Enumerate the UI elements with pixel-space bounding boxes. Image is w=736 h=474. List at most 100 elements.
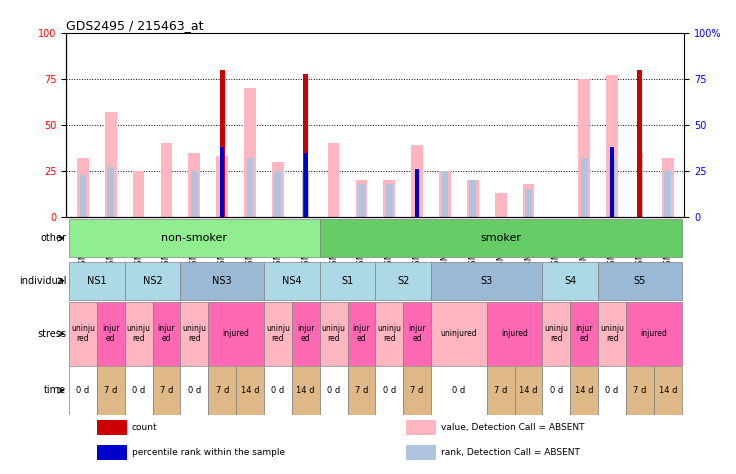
Text: individual: individual bbox=[18, 276, 66, 286]
Bar bbox=[220, 147, 224, 217]
FancyBboxPatch shape bbox=[152, 302, 180, 365]
FancyBboxPatch shape bbox=[626, 302, 682, 365]
FancyBboxPatch shape bbox=[69, 219, 319, 257]
Bar bbox=[328, 144, 339, 217]
Text: 14 d: 14 d bbox=[659, 386, 677, 395]
Text: uninju
red: uninju red bbox=[600, 324, 624, 343]
Text: 7 d: 7 d bbox=[355, 386, 368, 395]
Bar bbox=[525, 190, 532, 217]
Bar bbox=[77, 158, 89, 217]
Text: uninjured: uninjured bbox=[441, 329, 477, 338]
FancyBboxPatch shape bbox=[403, 365, 431, 415]
Text: NS2: NS2 bbox=[143, 276, 163, 286]
Bar bbox=[415, 169, 419, 217]
Bar bbox=[247, 158, 253, 217]
Text: time: time bbox=[44, 385, 66, 395]
Text: stress: stress bbox=[38, 328, 66, 339]
Text: uninju
red: uninju red bbox=[266, 324, 290, 343]
FancyBboxPatch shape bbox=[208, 302, 264, 365]
Bar bbox=[467, 180, 478, 217]
Text: uninju
red: uninju red bbox=[322, 324, 346, 343]
FancyBboxPatch shape bbox=[542, 365, 570, 415]
FancyBboxPatch shape bbox=[180, 262, 264, 300]
Bar bbox=[132, 171, 144, 217]
Bar bbox=[358, 184, 365, 217]
FancyBboxPatch shape bbox=[319, 219, 682, 257]
Text: 7 d: 7 d bbox=[216, 386, 229, 395]
FancyBboxPatch shape bbox=[319, 365, 347, 415]
Bar bbox=[662, 158, 673, 217]
Bar bbox=[304, 153, 308, 217]
Text: other: other bbox=[40, 233, 66, 243]
Bar bbox=[665, 171, 671, 217]
Text: 0 d: 0 d bbox=[188, 386, 201, 395]
Bar bbox=[581, 158, 587, 217]
Text: injured: injured bbox=[501, 329, 528, 338]
FancyBboxPatch shape bbox=[180, 365, 208, 415]
FancyBboxPatch shape bbox=[236, 365, 264, 415]
Text: 14 d: 14 d bbox=[520, 386, 538, 395]
Text: 0 d: 0 d bbox=[327, 386, 340, 395]
FancyBboxPatch shape bbox=[124, 365, 152, 415]
Text: 14 d: 14 d bbox=[575, 386, 593, 395]
Text: injured: injured bbox=[640, 329, 668, 338]
FancyBboxPatch shape bbox=[406, 445, 436, 460]
FancyBboxPatch shape bbox=[97, 445, 127, 460]
FancyBboxPatch shape bbox=[97, 302, 124, 365]
FancyBboxPatch shape bbox=[97, 420, 127, 435]
FancyBboxPatch shape bbox=[486, 302, 542, 365]
Text: 0 d: 0 d bbox=[550, 386, 563, 395]
FancyBboxPatch shape bbox=[375, 365, 403, 415]
FancyBboxPatch shape bbox=[598, 262, 682, 300]
FancyBboxPatch shape bbox=[180, 302, 208, 365]
Text: 7 d: 7 d bbox=[633, 386, 647, 395]
Text: S1: S1 bbox=[342, 276, 353, 286]
FancyBboxPatch shape bbox=[97, 365, 124, 415]
Text: uninju
red: uninju red bbox=[545, 324, 568, 343]
FancyBboxPatch shape bbox=[375, 302, 403, 365]
Text: S4: S4 bbox=[565, 276, 576, 286]
Text: value, Detection Call = ABSENT: value, Detection Call = ABSENT bbox=[441, 423, 584, 432]
Bar bbox=[107, 167, 114, 217]
Text: NS3: NS3 bbox=[213, 276, 232, 286]
FancyBboxPatch shape bbox=[291, 365, 319, 415]
Bar bbox=[442, 171, 448, 217]
FancyBboxPatch shape bbox=[208, 365, 236, 415]
FancyBboxPatch shape bbox=[431, 302, 486, 365]
Bar bbox=[355, 180, 367, 217]
Bar bbox=[637, 70, 643, 217]
Text: non-smoker: non-smoker bbox=[161, 233, 227, 243]
FancyBboxPatch shape bbox=[319, 262, 375, 300]
Text: smoker: smoker bbox=[480, 233, 521, 243]
Text: 7 d: 7 d bbox=[494, 386, 507, 395]
Text: 0 d: 0 d bbox=[132, 386, 145, 395]
Bar bbox=[191, 171, 198, 217]
Text: injur
ed: injur ed bbox=[297, 324, 314, 343]
Text: S5: S5 bbox=[634, 276, 646, 286]
Text: injur
ed: injur ed bbox=[576, 324, 593, 343]
Bar bbox=[275, 171, 281, 217]
Bar bbox=[637, 153, 643, 217]
Text: 14 d: 14 d bbox=[297, 386, 315, 395]
Bar bbox=[79, 175, 86, 217]
FancyBboxPatch shape bbox=[570, 365, 598, 415]
FancyBboxPatch shape bbox=[69, 262, 124, 300]
FancyBboxPatch shape bbox=[319, 302, 347, 365]
Bar bbox=[216, 156, 228, 217]
FancyBboxPatch shape bbox=[598, 302, 626, 365]
Text: injur
ed: injur ed bbox=[102, 324, 119, 343]
Bar bbox=[302, 171, 309, 217]
Bar bbox=[439, 171, 451, 217]
FancyBboxPatch shape bbox=[347, 302, 375, 365]
Text: count: count bbox=[132, 423, 158, 432]
FancyBboxPatch shape bbox=[431, 365, 486, 415]
Bar bbox=[244, 88, 256, 217]
Text: NS4: NS4 bbox=[282, 276, 302, 286]
FancyBboxPatch shape bbox=[403, 302, 431, 365]
Text: 0 d: 0 d bbox=[272, 386, 285, 395]
Bar bbox=[188, 153, 200, 217]
FancyBboxPatch shape bbox=[542, 302, 570, 365]
Text: percentile rank within the sample: percentile rank within the sample bbox=[132, 447, 285, 456]
Text: GDS2495 / 215463_at: GDS2495 / 215463_at bbox=[66, 19, 204, 32]
Bar bbox=[609, 158, 615, 217]
